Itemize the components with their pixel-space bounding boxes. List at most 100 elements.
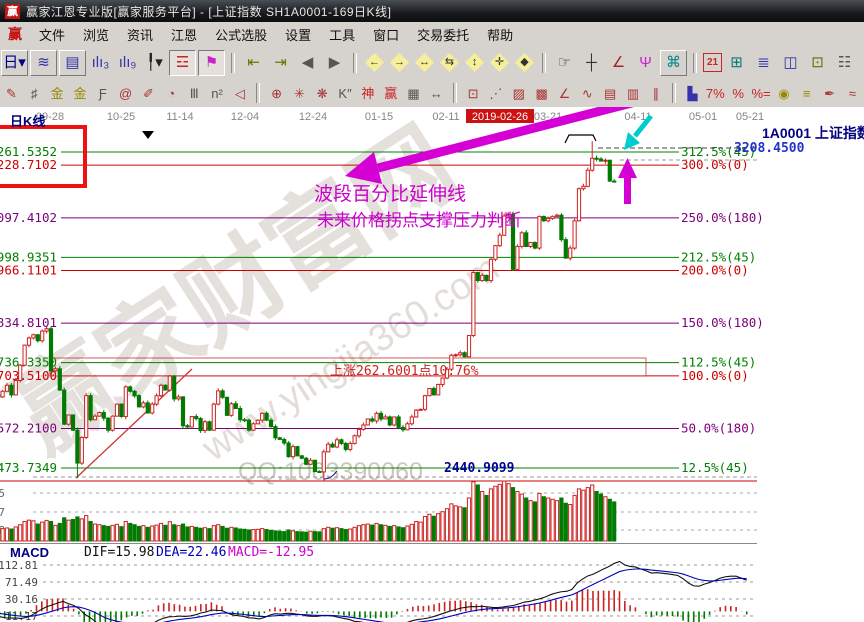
- pan-right-icon[interactable]: →: [390, 53, 409, 72]
- parallel-lines-icon[interactable]: ∥: [652, 85, 660, 101]
- save-icon[interactable]: ◫: [783, 54, 798, 71]
- crosshair-icon[interactable]: ┼: [586, 54, 597, 71]
- ying-tool-icon[interactable]: 赢: [384, 85, 398, 101]
- candle-body: [493, 245, 498, 260]
- kline-period-dropdown[interactable]: 日▾: [1, 49, 28, 76]
- percent-icon[interactable]: %: [732, 85, 744, 101]
- circle-cross-icon[interactable]: ⊕: [271, 85, 282, 101]
- next-bar-icon[interactable]: ▶: [328, 54, 341, 71]
- pencil-icon[interactable]: ✐: [143, 85, 154, 101]
- candle-body: [444, 368, 450, 379]
- gold-lines-icon[interactable]: ≡: [802, 85, 811, 101]
- menu-item-10[interactable]: 帮助: [487, 27, 514, 43]
- menu-item-5[interactable]: 公式选股: [215, 27, 268, 43]
- n-square-icon[interactable]: n²: [211, 85, 223, 101]
- trend-angle-icon[interactable]: ∠: [558, 85, 571, 101]
- percent-retrace-icon[interactable]: 7%: [705, 85, 725, 101]
- gann-percent-label: 112.5%(45): [681, 355, 756, 370]
- candle-body: [88, 395, 93, 421]
- menu-item-1[interactable]: 文件: [39, 27, 66, 43]
- wave-tool-icon[interactable]: ≈: [848, 85, 856, 101]
- prev-bar-icon[interactable]: ◀: [301, 54, 314, 71]
- width-measure-icon[interactable]: ↔: [429, 85, 443, 101]
- candle-type-dropdown[interactable]: ╿▾: [146, 54, 163, 71]
- volume-bar: [321, 528, 326, 542]
- grid-ticks-icon[interactable]: ♯: [31, 85, 38, 101]
- last-bar-icon[interactable]: ⇥: [274, 54, 287, 71]
- menu-item-2[interactable]: 浏览: [83, 27, 110, 43]
- percent-lines-icon[interactable]: %=: [751, 85, 771, 101]
- price-ruler-icon[interactable]: ▦: [407, 85, 420, 101]
- candle-body: [506, 213, 511, 217]
- menu-item-9[interactable]: 交易委托: [417, 27, 470, 43]
- first-bar-icon[interactable]: ⇤: [247, 54, 260, 71]
- f10-info-icon[interactable]: ▤: [59, 49, 86, 76]
- gann-price-label: 2998.9351: [0, 249, 57, 264]
- volume-bar: [79, 518, 84, 542]
- calendar-icon[interactable]: 21: [703, 53, 722, 72]
- flag-mark-icon[interactable]: ⚑: [198, 49, 225, 76]
- volume-bar: [22, 520, 27, 542]
- zoom-vertical-icon[interactable]: ↕: [465, 53, 484, 72]
- k-count-icon[interactable]: K″: [338, 85, 352, 101]
- grid-fine-icon[interactable]: ▤: [603, 85, 617, 101]
- print-icon[interactable]: ☷: [837, 54, 852, 71]
- fibonacci-icon[interactable]: Ƒ: [98, 85, 107, 101]
- gold-circle-icon[interactable]: ◉: [778, 85, 790, 101]
- menu-item-4[interactable]: 江恩: [171, 27, 198, 43]
- gann-grid-gold2-icon[interactable]: 金: [73, 85, 87, 101]
- bars-3min-icon[interactable]: ılı₃: [91, 54, 110, 71]
- gann-box-icon[interactable]: ▨: [512, 85, 525, 101]
- notepad-icon[interactable]: ≣: [757, 54, 770, 71]
- multi-window-icon[interactable]: ≋: [30, 49, 57, 76]
- candle-body: [123, 386, 128, 418]
- smart-analysis-icon[interactable]: ⌘: [660, 49, 687, 76]
- bars-9min-icon[interactable]: ılı₉: [118, 54, 137, 71]
- calculator-icon[interactable]: ⊞: [730, 54, 743, 71]
- candle-body: [220, 390, 225, 398]
- menu-item-6[interactable]: 设置: [285, 27, 312, 43]
- grid-fine2-icon[interactable]: ▥: [626, 85, 640, 101]
- date-tick-highlight: [466, 109, 534, 123]
- volume-bar: [75, 516, 80, 542]
- shen-tool-icon[interactable]: 神: [361, 85, 375, 101]
- candle-body: [317, 471, 322, 474]
- comb-lines-icon[interactable]: Ⅲ: [189, 85, 199, 101]
- stock-pool-icon[interactable]: ☲: [169, 49, 196, 76]
- brush-icon[interactable]: ✎: [5, 85, 17, 101]
- compress-icon[interactable]: ⇆: [440, 53, 459, 72]
- cyan-arrow-shaft: [633, 114, 653, 138]
- volume-profile-icon[interactable]: ▙: [687, 85, 698, 101]
- gann-square-icon[interactable]: ▩: [535, 85, 548, 101]
- pan-left-icon[interactable]: ←: [365, 53, 384, 72]
- angle-fan-icon[interactable]: ◁: [234, 85, 245, 101]
- candle-body: [35, 334, 40, 342]
- menu-item-3[interactable]: 资讯: [127, 27, 154, 43]
- menu-item-7[interactable]: 工具: [329, 27, 356, 43]
- volume-bar: [9, 528, 14, 542]
- candle-body: [154, 395, 159, 405]
- chart-area[interactable]: 赢家财富网www.yingjia360.comQQ:10033900603261…: [0, 107, 864, 622]
- zigzag-icon[interactable]: ∿: [581, 85, 593, 101]
- fit-view-icon[interactable]: ◆: [515, 53, 534, 72]
- spiral-icon[interactable]: @: [119, 85, 133, 101]
- box-range-icon[interactable]: ⊡: [467, 85, 479, 101]
- spider-web-icon[interactable]: ❋: [316, 85, 328, 101]
- angle-measure-icon[interactable]: ∠: [611, 54, 626, 71]
- candle-body: [370, 418, 375, 422]
- gann-grid-gold-icon[interactable]: 金: [50, 85, 64, 101]
- volume-bar: [488, 488, 494, 542]
- zoom-horizontal-icon[interactable]: ↔: [415, 53, 434, 72]
- kline-chart-canvas[interactable]: 赢家财富网www.yingjia360.comQQ:10033900603261…: [0, 107, 864, 622]
- candle-body: [290, 446, 296, 458]
- candle-body: [607, 159, 612, 182]
- menu-item-8[interactable]: 窗口: [373, 27, 400, 43]
- star-web-icon[interactable]: ✳: [293, 85, 305, 101]
- gann-wheel-icon[interactable]: Ψ: [639, 54, 652, 71]
- speed-fan-icon[interactable]: ⋰: [489, 85, 503, 101]
- full-view-icon[interactable]: ✛: [490, 53, 509, 72]
- export-icon[interactable]: ⊡: [811, 54, 824, 71]
- mark-arrow-icon[interactable]: ✒: [824, 85, 835, 101]
- drag-hand-icon[interactable]: ☞: [557, 54, 572, 71]
- time-cycle-icon[interactable]: ◔: [167, 85, 176, 101]
